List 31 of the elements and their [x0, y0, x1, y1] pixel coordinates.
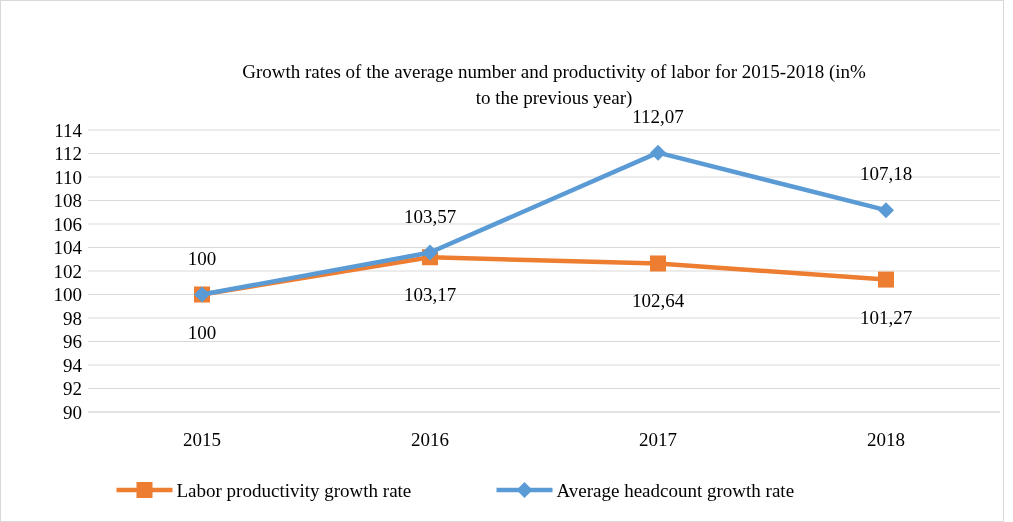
legend-label: Labor productivity growth rate [176, 479, 412, 501]
data-label: 101,27 [859, 306, 913, 328]
data-label: 102,64 [631, 290, 685, 312]
y-tick-label: 106 [53, 213, 82, 235]
y-tick-label: 112 [54, 143, 82, 165]
y-tick-label: 94 [63, 354, 83, 376]
x-tick-label: 2016 [411, 429, 449, 450]
y-tick-label: 104 [53, 237, 83, 259]
y-tick-label: 90 [63, 401, 82, 423]
point [878, 271, 894, 288]
data-label: 107,18 [859, 163, 913, 185]
point [422, 244, 438, 261]
data-label: 100 [187, 321, 217, 343]
y-tick-label: 96 [63, 331, 82, 353]
data-label: 103,17 [403, 284, 457, 306]
y-tick-label: 114 [54, 119, 83, 141]
y-tick-label: 98 [63, 307, 82, 329]
y-tick-label: 110 [54, 166, 82, 188]
data-label: 103,57 [403, 205, 457, 227]
y-tick-label: 100 [53, 284, 82, 306]
y-tick-label: 92 [63, 378, 82, 400]
point [878, 202, 894, 219]
y-tick-label: 102 [53, 260, 82, 282]
x-tick-label: 2015 [183, 429, 221, 450]
point [650, 144, 666, 161]
y-tick-label: 108 [53, 190, 82, 212]
point [650, 255, 666, 272]
x-tick-label: 2018 [867, 429, 905, 450]
legend-label: Average headcount growth rate [556, 479, 795, 501]
x-tick-label: 2017 [639, 429, 677, 450]
data-label: 100 [187, 247, 217, 269]
